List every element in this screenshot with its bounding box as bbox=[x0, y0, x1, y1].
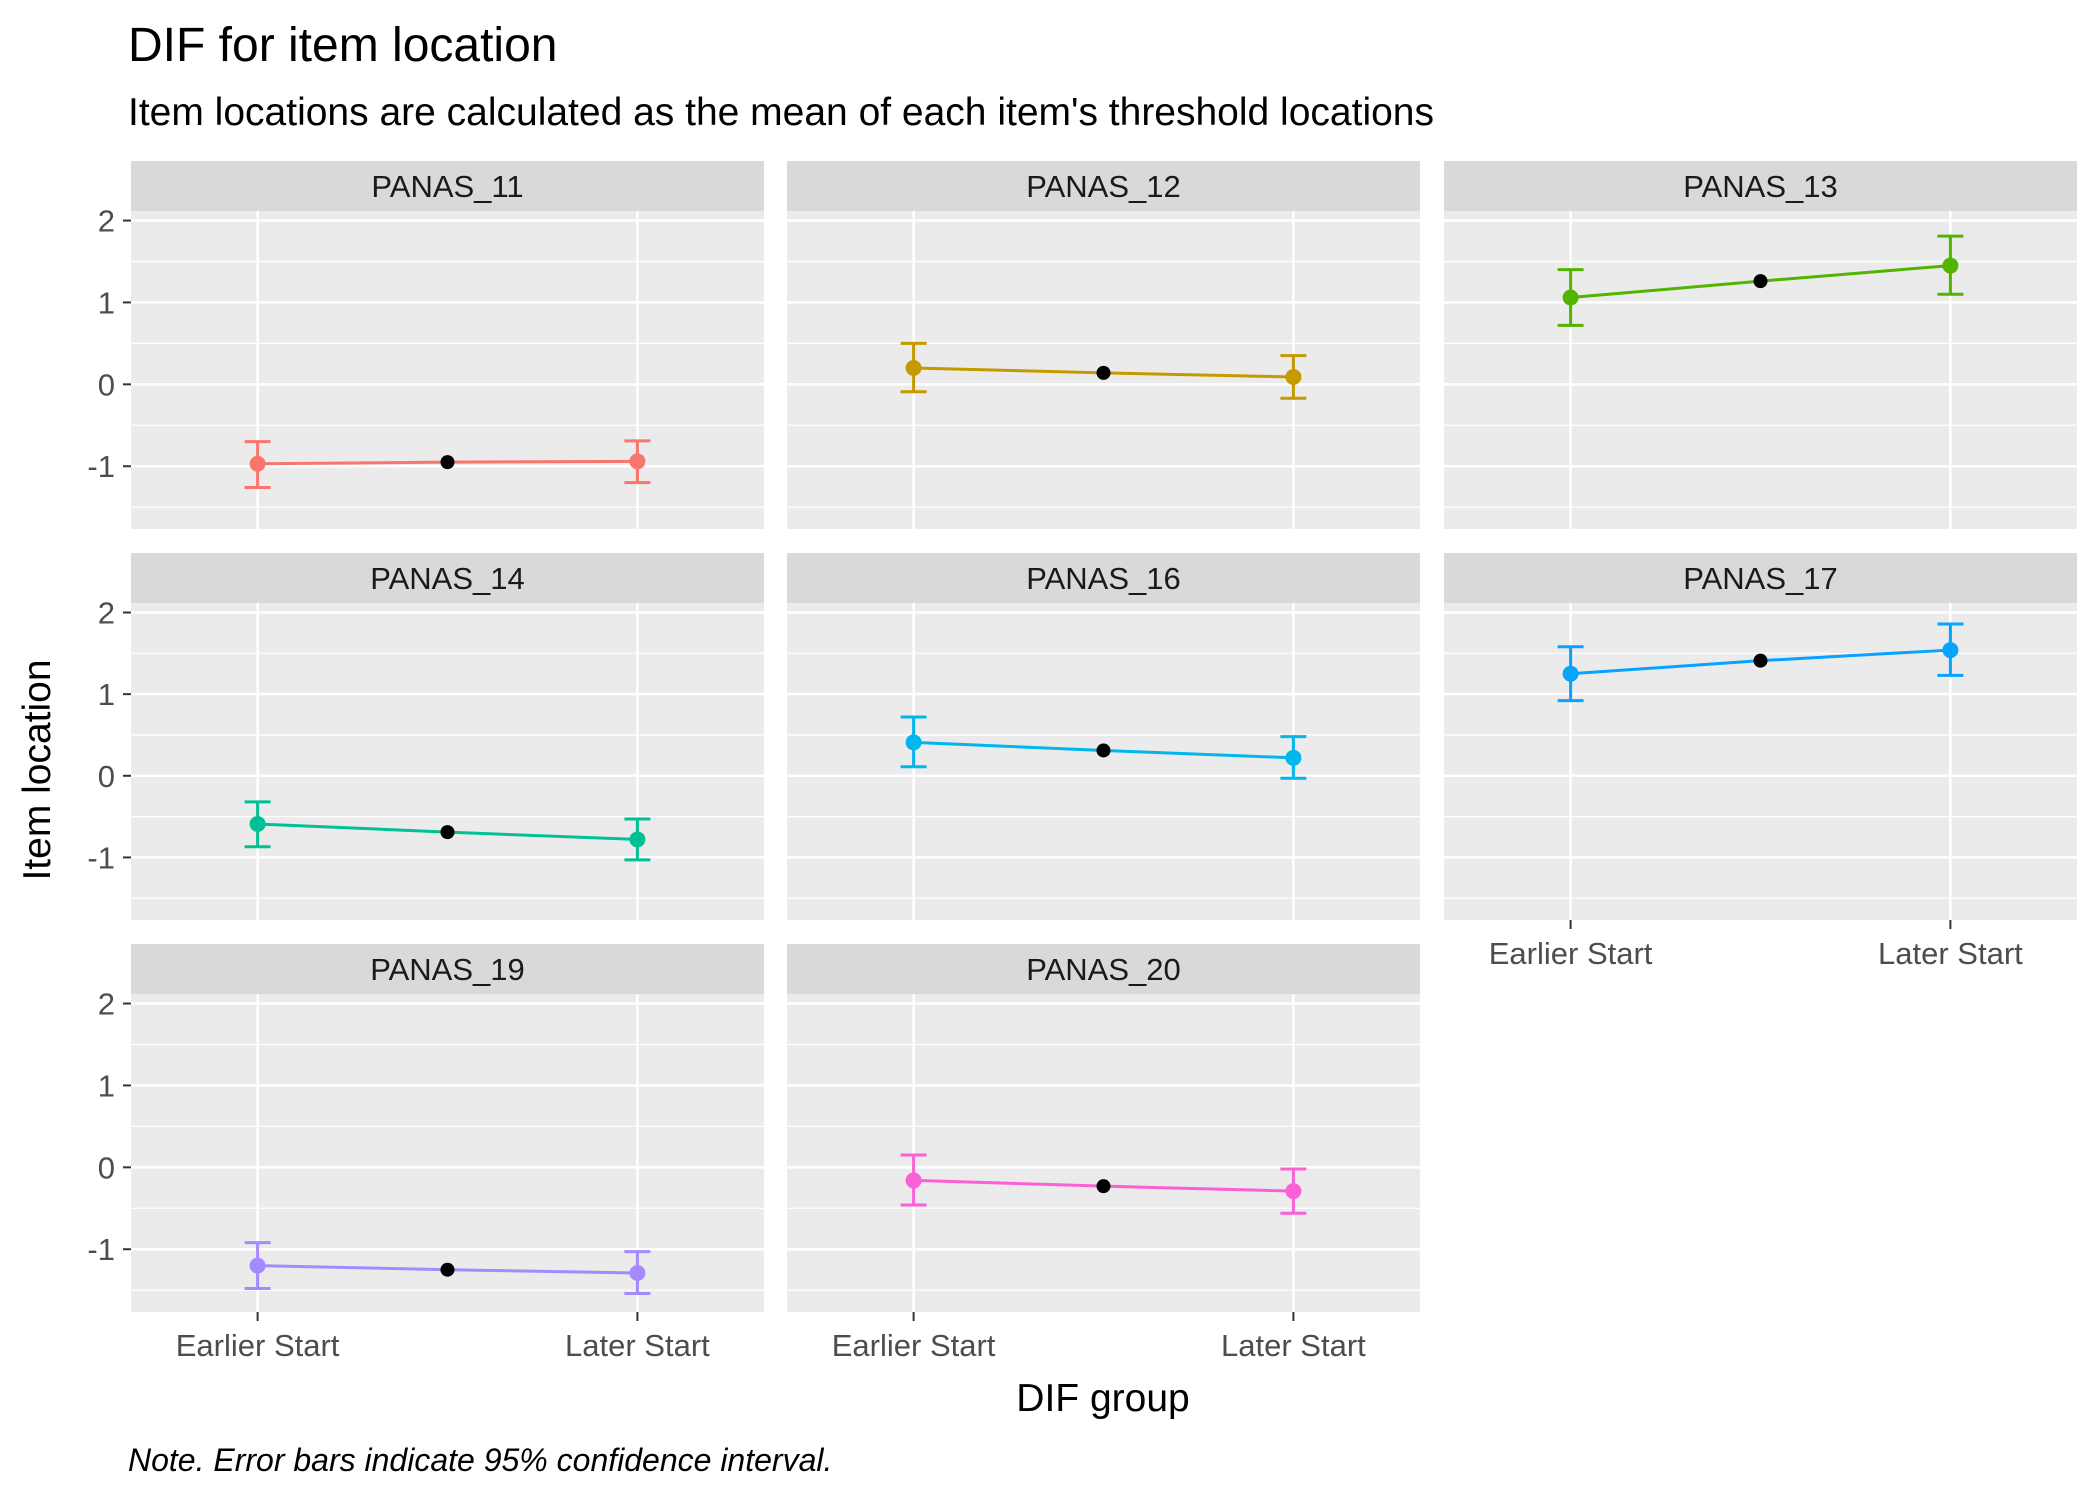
data-point bbox=[1942, 257, 1959, 274]
panel-background bbox=[131, 211, 764, 529]
facet-panel-panas-19: PANAS_19 -1 0 1 2 Earlier Start Later Start bbox=[87, 944, 764, 1363]
y-axis-title: Item location bbox=[16, 659, 59, 880]
data-point bbox=[905, 359, 922, 376]
panel-background bbox=[131, 603, 764, 920]
facet-panel-panas-11: PANAS_11 -1 0 1 2 bbox=[87, 161, 764, 529]
mean-point bbox=[440, 455, 455, 470]
data-point bbox=[629, 831, 646, 848]
facet-strip bbox=[131, 944, 764, 994]
panel-background bbox=[1444, 603, 2077, 920]
facet-strip bbox=[787, 161, 1420, 211]
y-tick-label: 2 bbox=[98, 204, 115, 239]
facet-strip-label: PANAS_11 bbox=[371, 169, 523, 204]
data-point bbox=[1562, 289, 1579, 306]
facet-strip-label: PANAS_16 bbox=[1026, 561, 1181, 596]
panel-background bbox=[787, 994, 1420, 1312]
mean-point bbox=[1096, 743, 1111, 758]
y-tick-label: 1 bbox=[98, 285, 115, 320]
facet-strip bbox=[1444, 553, 2077, 603]
data-point bbox=[1285, 368, 1302, 385]
data-point bbox=[1562, 665, 1579, 682]
panel-background bbox=[131, 994, 764, 1312]
data-point bbox=[629, 453, 646, 470]
facet-panel-panas-12: PANAS_12 bbox=[787, 161, 1420, 529]
chart-subtitle: Item locations are calculated as the mea… bbox=[128, 91, 1434, 134]
panel-background bbox=[1444, 211, 2077, 529]
facet-strip bbox=[787, 944, 1420, 994]
mean-point bbox=[1096, 365, 1111, 380]
mean-point bbox=[1753, 653, 1768, 668]
facet-strip-label: PANAS_17 bbox=[1683, 561, 1838, 596]
facet-strip-label: PANAS_19 bbox=[370, 952, 525, 987]
x-axis-title: DIF group bbox=[1016, 1377, 1189, 1420]
facet-panel-panas-14: PANAS_14 -1 0 1 2 bbox=[87, 553, 764, 920]
facet-panel-panas-17: PANAS_17 Earlier Start Later Start bbox=[1444, 553, 2077, 971]
data-point bbox=[905, 1172, 922, 1189]
facet-strip bbox=[131, 161, 764, 211]
facet-panel-panas-16: PANAS_16 bbox=[787, 553, 1420, 920]
y-tick-label: -1 bbox=[87, 449, 115, 484]
data-point bbox=[249, 455, 266, 472]
y-tick-label: 2 bbox=[98, 596, 115, 631]
data-point bbox=[629, 1264, 646, 1281]
data-point bbox=[249, 815, 266, 832]
y-tick-label: 0 bbox=[98, 759, 115, 794]
facet-strip bbox=[1444, 161, 2077, 211]
y-tick-label: 0 bbox=[98, 1150, 115, 1185]
facet-strip bbox=[131, 553, 764, 603]
y-tick-label: 1 bbox=[98, 1068, 115, 1103]
facet-strip bbox=[787, 553, 1420, 603]
x-tick-label: Later Start bbox=[1878, 936, 2023, 971]
y-tick-label: -1 bbox=[87, 1232, 115, 1267]
x-tick-label: Earlier Start bbox=[176, 1328, 340, 1363]
facet-panel-panas-20: PANAS_20 Earlier Start Later Start bbox=[787, 944, 1420, 1363]
facet-strip-label: PANAS_14 bbox=[370, 561, 525, 596]
y-tick-label: 1 bbox=[98, 677, 115, 712]
panel-background bbox=[787, 603, 1420, 920]
facet-strip-label: PANAS_20 bbox=[1026, 952, 1181, 987]
facet-panel-panas-13: PANAS_13 bbox=[1444, 161, 2077, 529]
mean-point bbox=[440, 825, 455, 840]
mean-point bbox=[440, 1262, 455, 1277]
data-point bbox=[905, 734, 922, 751]
data-point bbox=[1285, 1183, 1302, 1200]
data-point bbox=[1942, 642, 1959, 659]
mean-point bbox=[1753, 274, 1768, 289]
x-tick-label: Later Start bbox=[1221, 1328, 1366, 1363]
y-tick-label: 0 bbox=[98, 367, 115, 402]
chart-caption: Note. Error bars indicate 95% confidence… bbox=[128, 1442, 833, 1478]
mean-point bbox=[1096, 1179, 1111, 1194]
chart-title: DIF for item location bbox=[128, 19, 558, 72]
facet-strip-label: PANAS_13 bbox=[1683, 169, 1838, 204]
x-tick-label: Earlier Start bbox=[832, 1328, 996, 1363]
x-tick-label: Earlier Start bbox=[1489, 936, 1653, 971]
y-tick-label: 2 bbox=[98, 987, 115, 1022]
y-tick-label: -1 bbox=[87, 840, 115, 875]
x-tick-label: Later Start bbox=[565, 1328, 710, 1363]
data-point bbox=[249, 1257, 266, 1274]
facet-strip-label: PANAS_12 bbox=[1026, 169, 1181, 204]
data-point bbox=[1285, 749, 1302, 766]
